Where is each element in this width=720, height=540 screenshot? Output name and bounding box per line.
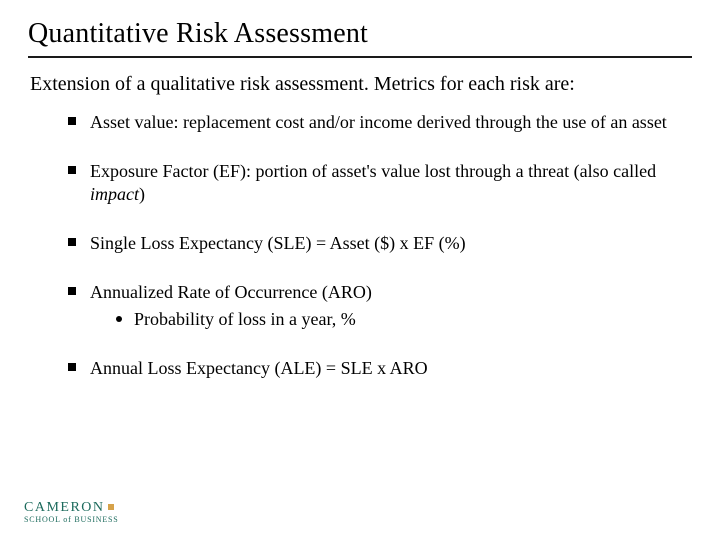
bullet-text: Single Loss Expectancy (SLE) = Asset ($)… — [90, 233, 466, 253]
title-underline — [28, 56, 692, 58]
list-item: Single Loss Expectancy (SLE) = Asset ($)… — [68, 232, 692, 255]
logo-sub-text: SCHOOL of BUSINESS — [24, 516, 119, 524]
logo-main-label: CAMERON — [24, 500, 105, 515]
sub-bullet-list: Probability of loss in a year, % — [90, 308, 692, 331]
bullet-text: Annual Loss Expectancy (ALE) = SLE x ARO — [90, 358, 428, 378]
sub-list-item: Probability of loss in a year, % — [116, 308, 692, 331]
bullet-list: Asset value: replacement cost and/or inc… — [28, 111, 692, 380]
bullet-text-post: ) — [139, 184, 145, 204]
logo: CAMERON SCHOOL of BUSINESS — [24, 501, 119, 524]
bullet-text: Asset value: replacement cost and/or inc… — [90, 112, 667, 132]
list-item: Asset value: replacement cost and/or inc… — [68, 111, 692, 134]
slide-title: Quantitative Risk Assessment — [28, 18, 692, 50]
logo-accent-icon — [108, 504, 114, 510]
list-item: Annual Loss Expectancy (ALE) = SLE x ARO — [68, 357, 692, 380]
bullet-text-pre: Exposure Factor (EF): portion of asset's… — [90, 161, 656, 181]
sub-bullet-text: Probability of loss in a year, % — [134, 309, 356, 329]
bullet-text-italic: impact — [90, 184, 139, 204]
list-item: Exposure Factor (EF): portion of asset's… — [68, 160, 692, 206]
slide: Quantitative Risk Assessment Extension o… — [0, 0, 720, 540]
list-item: Annualized Rate of Occurrence (ARO) Prob… — [68, 281, 692, 331]
intro-text: Extension of a qualitative risk assessme… — [30, 72, 692, 97]
intro-line: Extension of a qualitative risk assessme… — [30, 72, 692, 97]
bullet-text: Annualized Rate of Occurrence (ARO) — [90, 282, 372, 302]
logo-main-text: CAMERON — [24, 501, 119, 515]
